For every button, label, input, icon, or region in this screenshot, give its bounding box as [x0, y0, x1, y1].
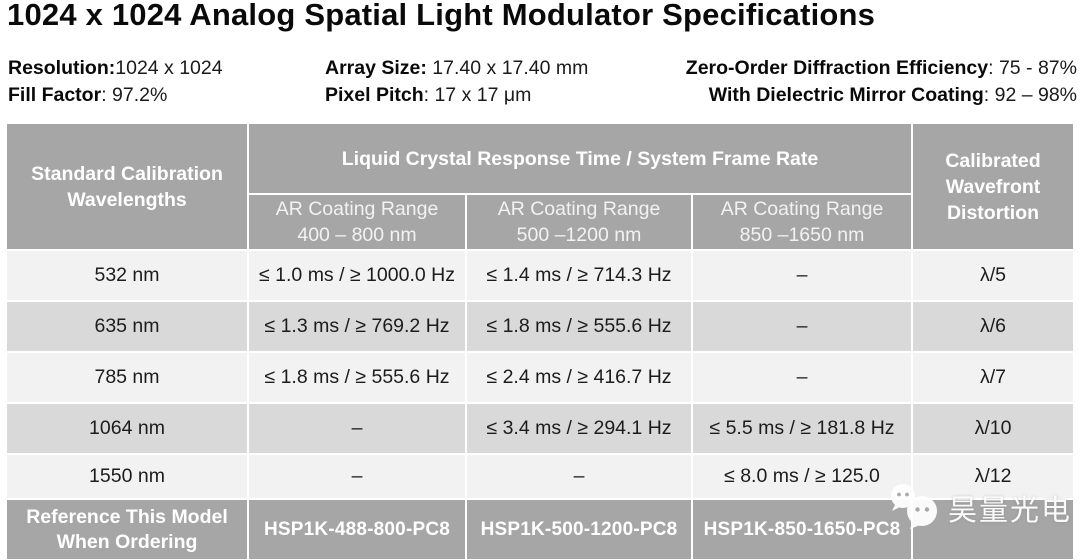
- footer-model-1: HSP1K-488-800-PC8: [249, 500, 465, 559]
- cell-distortion: λ/5: [913, 251, 1073, 300]
- top-specs: Resolution:1024 x 1024 Fill Factor: 97.2…: [0, 55, 1080, 113]
- spec-array-size: Array Size: 17.40 x 17.40 mm: [325, 55, 588, 82]
- footer-empty-cell: [913, 500, 1073, 559]
- cell-ar400: –: [249, 404, 465, 453]
- header-cell-response-time: Liquid Crystal Response Time / System Fr…: [249, 124, 911, 193]
- cell-ar500: ≤ 1.4 ms / ≥ 714.3 Hz: [467, 251, 691, 300]
- cell-distortion: λ/6: [913, 302, 1073, 351]
- spec-pixel-pitch: Pixel Pitch: 17 x 17 μm: [325, 82, 588, 109]
- cell-ar850: –: [693, 302, 911, 351]
- spec-array-size-label: Array Size:: [325, 57, 427, 79]
- spec-resolution-value: 1024 x 1024: [115, 57, 223, 79]
- cell-ar400: –: [249, 455, 465, 498]
- spec-zero-order-value: : 75 - 87%: [988, 57, 1077, 79]
- table-row-1064nm: 1064 nm – ≤ 3.4 ms / ≥ 294.1 Hz ≤ 5.5 ms…: [7, 404, 1073, 453]
- cell-ar400: ≤ 1.8 ms / ≥ 555.6 Hz: [249, 353, 465, 402]
- footer-model-3: HSP1K-850-1650-PC8: [693, 500, 911, 559]
- cell-ar850: –: [693, 353, 911, 402]
- subheader-ar-850-1650: AR Coating Range 850 –1650 nm: [693, 195, 911, 249]
- spec-zero-order: Zero-Order Diffraction Efficiency: 75 - …: [686, 55, 1077, 82]
- spec-fill-factor: Fill Factor: 97.2%: [8, 82, 223, 109]
- table-row-785nm: 785 nm ≤ 1.8 ms / ≥ 555.6 Hz ≤ 2.4 ms / …: [7, 353, 1073, 402]
- cell-ar500: ≤ 1.8 ms / ≥ 555.6 Hz: [467, 302, 691, 351]
- cell-wavelength: 785 nm: [7, 353, 247, 402]
- cell-ar850: –: [693, 251, 911, 300]
- subheader-ar-400-800: AR Coating Range 400 – 800 nm: [249, 195, 465, 249]
- cell-wavelength: 635 nm: [7, 302, 247, 351]
- cell-ar850: ≤ 8.0 ms / ≥ 125.0: [693, 455, 911, 498]
- spec-resolution-label: Resolution:: [8, 57, 116, 79]
- spec-resolution: Resolution:1024 x 1024: [8, 55, 223, 82]
- page-title: 1024 x 1024 Analog Spatial Light Modulat…: [7, 0, 876, 32]
- header-cell-distortion: Calibrated Wavefront Distortion: [913, 124, 1073, 249]
- spec-column-middle: Array Size: 17.40 x 17.40 mm Pixel Pitch…: [325, 55, 588, 108]
- header-cell-wavelengths: Standard Calibration Wavelengths: [7, 124, 247, 249]
- spec-zero-order-label: Zero-Order Diffraction Efficiency: [685, 57, 989, 79]
- cell-distortion: λ/7: [913, 353, 1073, 402]
- spec-dielectric-value: : 92 – 98%: [983, 83, 1077, 106]
- spec-array-size-value: 17.40 x 17.40 mm: [426, 57, 589, 79]
- spec-pixel-pitch-value: : 17 x 17 μm: [423, 83, 532, 106]
- cell-wavelength: 1064 nm: [7, 404, 247, 453]
- spec-column-left: Resolution:1024 x 1024 Fill Factor: 97.2…: [8, 55, 223, 108]
- specification-table: Standard Calibration Wavelengths Liquid …: [5, 122, 1075, 560]
- footer-label: Reference This Model When Ordering: [7, 500, 247, 559]
- spec-dielectric: With Dielectric Mirror Coating: 92 – 98%: [686, 82, 1077, 109]
- table-row-635nm: 635 nm ≤ 1.3 ms / ≥ 769.2 Hz ≤ 1.8 ms / …: [7, 302, 1073, 351]
- spec-dielectric-label: With Dielectric Mirror Coating: [708, 83, 984, 106]
- cell-distortion: λ/10: [913, 404, 1073, 453]
- cell-ar500: –: [467, 455, 691, 498]
- spec-fill-factor-value: : 97.2%: [101, 83, 168, 106]
- cell-ar500: ≤ 3.4 ms / ≥ 294.1 Hz: [467, 404, 691, 453]
- cell-ar400: ≤ 1.0 ms / ≥ 1000.0 Hz: [249, 251, 465, 300]
- subheader-ar-500-1200: AR Coating Range 500 –1200 nm: [467, 195, 691, 249]
- footer-model-2: HSP1K-500-1200-PC8: [467, 500, 691, 559]
- spec-column-right: Zero-Order Diffraction Efficiency: 75 - …: [686, 55, 1077, 108]
- spec-pixel-pitch-label: Pixel Pitch: [325, 83, 424, 106]
- cell-wavelength: 1550 nm: [7, 455, 247, 498]
- table-row-532nm: 532 nm ≤ 1.0 ms / ≥ 1000.0 Hz ≤ 1.4 ms /…: [7, 251, 1073, 300]
- cell-ar500: ≤ 2.4 ms / ≥ 416.7 Hz: [467, 353, 691, 402]
- cell-wavelength: 532 nm: [7, 251, 247, 300]
- cell-distortion: λ/12: [913, 455, 1073, 498]
- table-footer-row: Reference This Model When Ordering HSP1K…: [7, 500, 1073, 559]
- cell-ar850: ≤ 5.5 ms / ≥ 181.8 Hz: [693, 404, 911, 453]
- cell-ar400: ≤ 1.3 ms / ≥ 769.2 Hz: [249, 302, 465, 351]
- table-row-1550nm: 1550 nm – – ≤ 8.0 ms / ≥ 125.0 λ/12: [7, 455, 1073, 498]
- spec-fill-factor-label: Fill Factor: [8, 83, 102, 106]
